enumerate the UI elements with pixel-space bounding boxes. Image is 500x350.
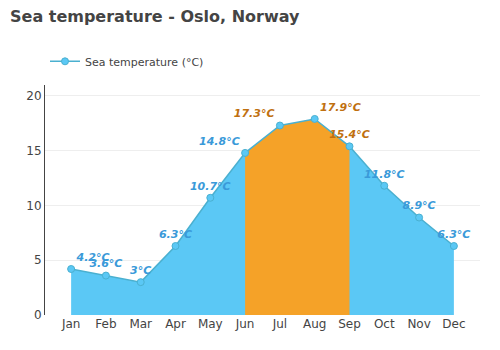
svg-text:15: 15 <box>26 144 41 158</box>
svg-text:15.4°C: 15.4°C <box>329 128 370 141</box>
svg-text:6.3°C: 6.3°C <box>159 228 192 241</box>
svg-text:20: 20 <box>26 89 41 103</box>
svg-text:Jul: Jul <box>272 317 287 331</box>
svg-text:8.9°C: 8.9°C <box>403 199 436 212</box>
svg-text:3°C: 3°C <box>130 264 151 277</box>
svg-text:Jun: Jun <box>235 317 255 331</box>
svg-text:Apr: Apr <box>165 317 186 331</box>
svg-text:11.8°C: 11.8°C <box>364 168 405 181</box>
svg-text:Oct: Oct <box>374 317 395 331</box>
svg-text:Sea temperature (°C): Sea temperature (°C) <box>85 56 203 69</box>
svg-text:Jan: Jan <box>61 317 81 331</box>
svg-text:14.8°C: 14.8°C <box>199 135 240 148</box>
svg-text:10: 10 <box>26 199 41 213</box>
svg-text:17.3°C: 17.3°C <box>234 107 275 120</box>
svg-text:May: May <box>198 317 223 331</box>
svg-text:4.2°C: 4.2°C <box>76 251 110 264</box>
svg-text:Aug: Aug <box>303 317 326 331</box>
svg-text:3.6°C: 3.6°C <box>89 257 122 270</box>
svg-text:17.9°C: 17.9°C <box>320 101 361 114</box>
svg-text:Mar: Mar <box>129 317 152 331</box>
svg-text:6.3°C: 6.3°C <box>437 228 470 241</box>
svg-text:Sea temperature - Oslo, Norway: Sea temperature - Oslo, Norway <box>10 7 300 26</box>
svg-text:10.7°C: 10.7°C <box>190 180 231 193</box>
svg-text:Nov: Nov <box>407 317 430 331</box>
svg-text:Dec: Dec <box>442 317 465 331</box>
svg-text:5: 5 <box>34 253 42 267</box>
svg-text:0: 0 <box>34 308 42 322</box>
svg-text:Sep: Sep <box>338 317 361 331</box>
svg-text:Feb: Feb <box>95 317 116 331</box>
